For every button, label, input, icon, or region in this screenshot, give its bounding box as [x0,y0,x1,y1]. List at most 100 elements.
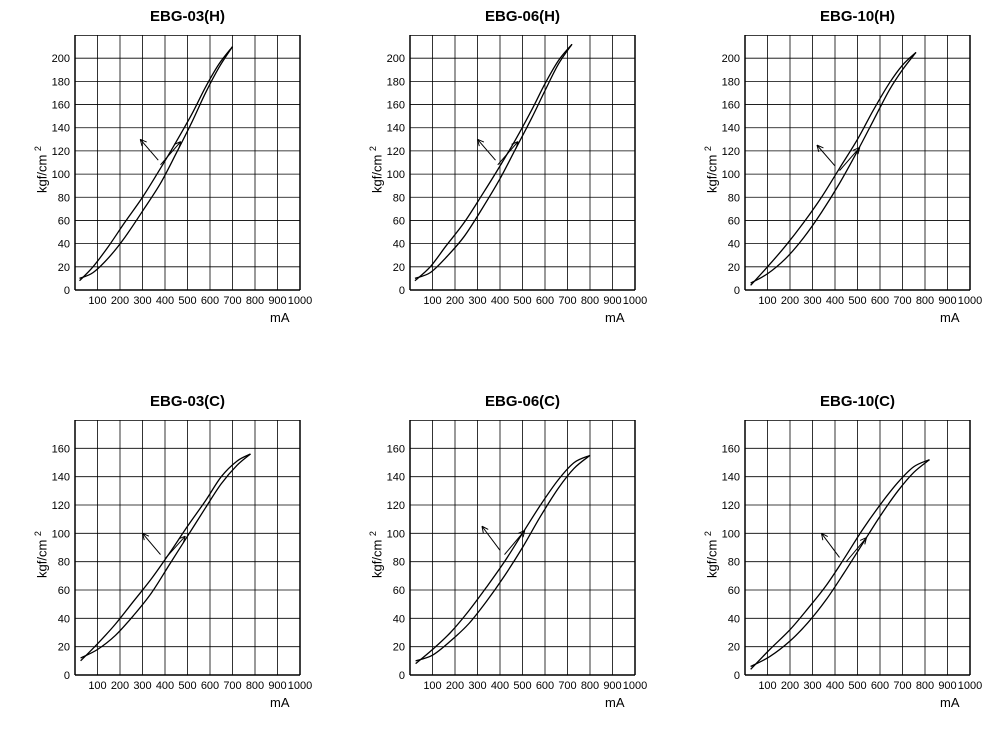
svg-text:500: 500 [178,295,196,307]
svg-text:60: 60 [393,215,405,227]
svg-text:700: 700 [223,295,241,307]
svg-text:20: 20 [393,262,405,274]
svg-text:0: 0 [399,285,405,297]
svg-text:300: 300 [468,680,486,692]
svg-text:100: 100 [722,528,740,540]
svg-text:900: 900 [938,680,956,692]
svg-text:400: 400 [826,295,844,307]
svg-text:400: 400 [156,295,174,307]
svg-text:80: 80 [393,557,405,569]
svg-text:800: 800 [246,295,264,307]
svg-text:0: 0 [64,285,70,297]
svg-text:300: 300 [133,295,151,307]
svg-text:0: 0 [734,670,740,682]
svg-text:600: 600 [536,295,554,307]
xlabel: mA [270,695,290,710]
svg-text:600: 600 [871,295,889,307]
xlabel: mA [270,310,290,325]
svg-text:200: 200 [781,295,799,307]
plot: 1002003004005006007008009001000020406080… [360,420,665,703]
svg-text:120: 120 [722,500,740,512]
svg-text:20: 20 [728,262,740,274]
svg-text:300: 300 [803,680,821,692]
svg-text:100: 100 [387,169,405,181]
svg-text:100: 100 [387,528,405,540]
svg-text:800: 800 [581,680,599,692]
plot: 1002003004005006007008009001000020406080… [25,35,330,318]
svg-text:700: 700 [893,680,911,692]
svg-text:100: 100 [758,680,776,692]
svg-text:600: 600 [201,295,219,307]
svg-text:20: 20 [58,642,70,654]
plot: 1002003004005006007008009001000020406080… [695,420,1000,703]
svg-text:400: 400 [156,680,174,692]
svg-text:40: 40 [58,613,70,625]
svg-text:300: 300 [133,680,151,692]
panel-title: EBG-10(H) [745,5,970,29]
svg-text:60: 60 [728,585,740,597]
svg-text:160: 160 [722,443,740,455]
curve-down [416,455,590,663]
svg-text:0: 0 [399,670,405,682]
svg-text:500: 500 [178,680,196,692]
svg-text:1000: 1000 [623,295,647,307]
down-arrow [482,526,500,550]
svg-text:160: 160 [722,100,740,112]
svg-text:1000: 1000 [623,680,647,692]
svg-text:120: 120 [387,500,405,512]
chart-grid: EBG-03(H)kgf/cm 210020030040050060070080… [0,0,1000,746]
curve-up [751,52,916,283]
svg-text:140: 140 [722,123,740,135]
panel-title: EBG-06(C) [410,390,635,414]
panel-p3: EBG-03(C)kgf/cm 210020030040050060070080… [25,390,325,725]
svg-text:40: 40 [393,613,405,625]
plot: 1002003004005006007008009001000020406080… [695,35,1000,318]
svg-text:120: 120 [52,500,70,512]
svg-text:40: 40 [728,239,740,251]
svg-text:700: 700 [223,680,241,692]
plot: 1002003004005006007008009001000020406080… [25,420,330,703]
svg-text:180: 180 [52,76,70,88]
svg-text:900: 900 [603,295,621,307]
svg-text:700: 700 [893,295,911,307]
svg-text:800: 800 [916,295,934,307]
svg-text:60: 60 [728,215,740,227]
panel-title: EBG-03(C) [75,390,300,414]
svg-text:500: 500 [848,680,866,692]
svg-text:400: 400 [826,680,844,692]
svg-text:200: 200 [111,295,129,307]
curve-up [81,454,251,658]
svg-text:700: 700 [558,295,576,307]
panel-title: EBG-03(H) [75,5,300,29]
svg-text:200: 200 [111,680,129,692]
svg-text:80: 80 [393,192,405,204]
xlabel: mA [605,695,625,710]
svg-text:500: 500 [513,680,531,692]
panel-p1: EBG-06(H)kgf/cm 210020030040050060070080… [360,5,660,340]
svg-text:60: 60 [58,585,70,597]
svg-text:900: 900 [268,295,286,307]
svg-text:700: 700 [558,680,576,692]
svg-text:140: 140 [52,123,70,135]
svg-text:800: 800 [581,295,599,307]
svg-text:40: 40 [58,239,70,251]
svg-text:160: 160 [387,443,405,455]
svg-text:140: 140 [387,123,405,135]
svg-text:200: 200 [387,53,405,65]
panel-p4: EBG-06(C)kgf/cm 210020030040050060070080… [360,390,660,725]
curve-down [81,454,251,661]
xlabel: mA [940,695,960,710]
svg-text:80: 80 [728,192,740,204]
svg-text:600: 600 [871,680,889,692]
panel-p5: EBG-10(C)kgf/cm 210020030040050060070080… [695,390,995,725]
svg-text:140: 140 [52,472,70,484]
svg-text:100: 100 [758,295,776,307]
svg-text:40: 40 [728,613,740,625]
svg-text:1000: 1000 [288,295,312,307]
svg-text:200: 200 [52,53,70,65]
svg-text:20: 20 [728,642,740,654]
svg-text:500: 500 [848,295,866,307]
svg-text:900: 900 [268,680,286,692]
svg-text:1000: 1000 [958,680,982,692]
curve-up [416,455,590,660]
